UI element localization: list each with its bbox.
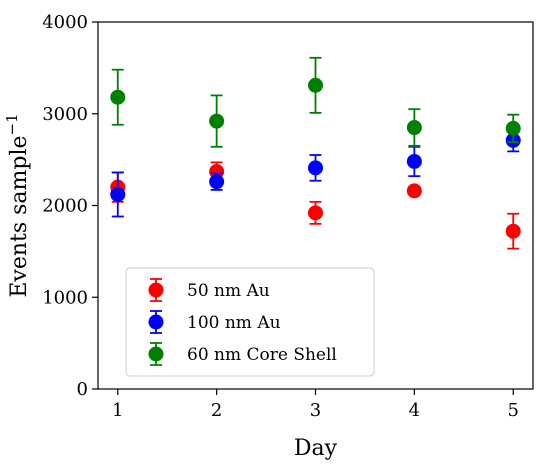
legend: 50 nm Au 100 nm Au 60 nm Core Shell — [125, 267, 375, 377]
legend-item: 50 nm Au — [148, 278, 270, 302]
y-axis-label-superscript: −1 — [3, 113, 21, 135]
x-tick-label: 4 — [409, 400, 420, 421]
y-tick-label: 2000 — [42, 196, 88, 217]
legend-item: 100 nm Au — [148, 310, 281, 334]
y-axis-label-main: Events sample — [7, 135, 32, 297]
x-tick-label: 3 — [310, 400, 321, 421]
x-tick-label: 1 — [112, 400, 123, 421]
data-point — [406, 120, 422, 136]
x-axis-label: Day — [294, 436, 338, 461]
data-point — [308, 77, 323, 93]
data-point — [110, 186, 126, 202]
series-1 — [110, 161, 521, 250]
data-point — [505, 223, 521, 239]
series-layer — [110, 56, 521, 250]
data-point — [406, 153, 422, 169]
y-tick-label: 0 — [77, 379, 88, 400]
legend-marker — [148, 314, 164, 330]
y-tick-label: 4000 — [42, 12, 88, 33]
ticks-layer: 1 2 3 4 5 0 1000 2000 3000 4000 — [42, 12, 519, 421]
data-point — [209, 113, 225, 129]
data-point — [406, 183, 422, 199]
data-point — [209, 174, 225, 190]
series-2 — [110, 128, 521, 218]
data-point — [505, 120, 521, 136]
x-tick-label: 5 — [508, 400, 519, 421]
legend-label: 50 nm Au — [187, 281, 270, 301]
y-axis-label: Events sample−1 — [3, 113, 32, 297]
legend-marker — [148, 282, 164, 298]
legend-label: 60 nm Core Shell — [187, 345, 337, 365]
x-tick-label: 2 — [211, 400, 222, 421]
y-tick-label: 1000 — [42, 287, 88, 308]
legend-marker — [148, 346, 164, 362]
legend-item: 60 nm Core Shell — [148, 342, 337, 366]
y-tick-label: 3000 — [42, 104, 88, 125]
series-3 — [110, 56, 521, 148]
data-point — [308, 205, 323, 221]
legend-label: 100 nm Au — [187, 313, 281, 333]
data-point — [308, 160, 323, 176]
data-point — [110, 89, 126, 105]
legend-box — [125, 267, 375, 377]
